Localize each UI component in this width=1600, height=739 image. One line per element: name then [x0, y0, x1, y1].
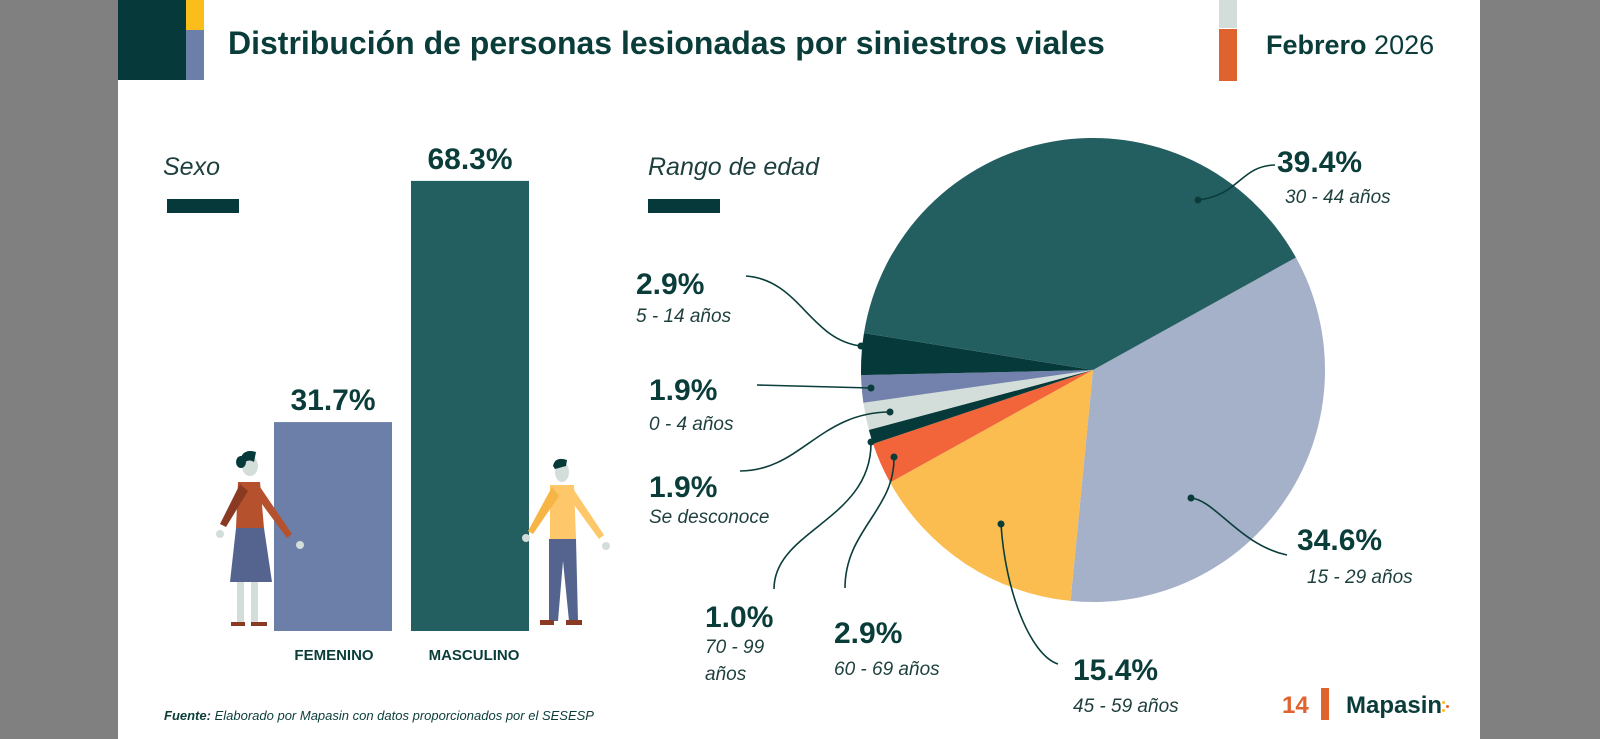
- source-note: Fuente: Elaborado por Mapasin con datos …: [164, 708, 594, 723]
- accent-block-orange: [1219, 29, 1237, 81]
- page-number: 14: [1282, 692, 1309, 719]
- bar-category-masculino: MASCULINO: [428, 647, 520, 664]
- pie-label-60-69: 60 - 69 años: [834, 659, 940, 680]
- pie-slice-0-4-a-os: [861, 370, 1093, 403]
- pie-value-5-14: 2.9%: [636, 268, 705, 301]
- pie-label-70-99-line1: 70 - 99: [705, 637, 765, 658]
- pie-label-5-14: 5 - 14 años: [636, 306, 732, 327]
- page-title: Distribución de personas lesionadas por …: [228, 25, 1105, 61]
- leader-line-se-desconoce: [739, 411, 891, 472]
- pie-slice-15-29-a-os: [1070, 257, 1325, 602]
- sexo-heading-underline: [167, 199, 239, 213]
- accent-block-gray: [1219, 0, 1237, 28]
- pie-label-15-29: 15 - 29 años: [1307, 567, 1413, 588]
- woman-figure-icon: [216, 451, 304, 626]
- pie-slice-45-59-a-os: [890, 370, 1093, 601]
- rango-heading: Rango de edad: [648, 153, 819, 181]
- pie-label-0-4: 0 - 4 años: [649, 414, 734, 435]
- pie-value-70-99: 1.0%: [705, 601, 774, 634]
- pie-value-0-4: 1.9%: [649, 374, 718, 407]
- year: 2026: [1374, 30, 1435, 60]
- brand-logo-dots-icon: [1442, 700, 1450, 712]
- month: Febrero: [1266, 30, 1367, 60]
- source-label: Fuente:: [164, 708, 211, 723]
- man-figure-icon: [522, 458, 610, 625]
- pie-label-se-desconoce: Se desconoce: [649, 507, 770, 528]
- leader-line-30-44: [1197, 164, 1276, 201]
- bar-masculino: [411, 180, 529, 631]
- leader-line-5-14: [745, 275, 862, 347]
- leader-line-15-29: [1190, 497, 1288, 556]
- bar-category-femenino: FEMENINO: [294, 647, 374, 664]
- leader-dots: [857, 196, 1202, 528]
- bar-value-label-masculino: 68.3%: [427, 142, 513, 176]
- bar-femenino: [274, 422, 392, 631]
- pie-slice-70-99-a-os: [868, 370, 1093, 444]
- brand-logo: Mapasin: [1346, 692, 1443, 719]
- pie-label-30-44: 30 - 44 años: [1285, 187, 1391, 208]
- logo-block-dark: [118, 0, 186, 80]
- pie-value-45-59: 15.4%: [1073, 654, 1159, 687]
- pie-value-se-desconoce: 1.9%: [649, 471, 718, 504]
- source-text: Elaborado por Mapasin con datos proporci…: [214, 708, 594, 723]
- leader-line-70-99: [773, 441, 872, 590]
- date-label: Febrero 2026: [1266, 30, 1434, 61]
- logo-block-blue: [186, 30, 204, 80]
- bar-value-label-femenino: 31.7%: [290, 384, 376, 418]
- pie-slice-5-14-a-os: [860, 333, 1093, 376]
- leader-line-45-59: [1000, 523, 1059, 665]
- leader-lines: [739, 164, 1288, 665]
- pie-label-70-99-line2: años: [705, 664, 747, 685]
- footer-divider: [1321, 688, 1329, 720]
- pie-value-60-69: 2.9%: [834, 617, 903, 650]
- pie-slice-se-desconoce: [863, 370, 1093, 430]
- leader-line-0-4: [756, 384, 872, 389]
- pie-slice-60-69-a-os: [873, 370, 1093, 483]
- leader-line-60-69: [844, 456, 895, 589]
- sexo-heading: Sexo: [163, 153, 220, 181]
- pie-value-30-44: 39.4%: [1277, 146, 1363, 179]
- pie-slice-30-44-a-os: [863, 138, 1296, 370]
- logo-block-yellow: [186, 0, 204, 30]
- pie-value-15-29: 34.6%: [1297, 524, 1383, 557]
- rango-heading-underline: [648, 199, 720, 213]
- pie-label-45-59: 45 - 59 años: [1073, 696, 1179, 717]
